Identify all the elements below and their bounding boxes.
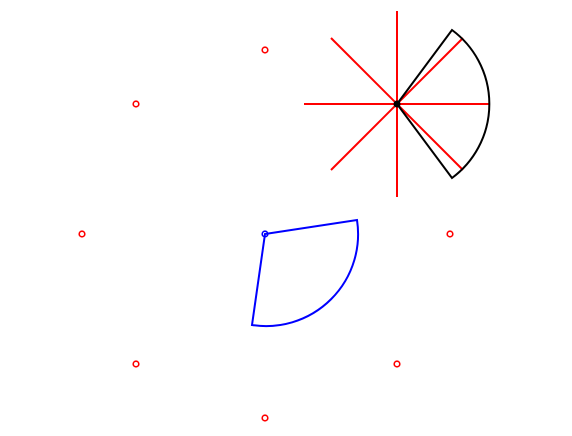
highlight-sector [395,28,491,180]
rotation-center-dot [393,100,401,108]
marker-lower-left [132,360,140,368]
marker-left [78,230,86,238]
marker-top [261,46,269,54]
rotated-sector [250,218,360,328]
marker-bottom [261,414,269,422]
marker-lower-right [393,360,401,368]
marker-group [78,46,454,422]
marker-upper-left [132,100,140,108]
rotated-center-marker [261,230,269,238]
marker-right [446,230,454,238]
